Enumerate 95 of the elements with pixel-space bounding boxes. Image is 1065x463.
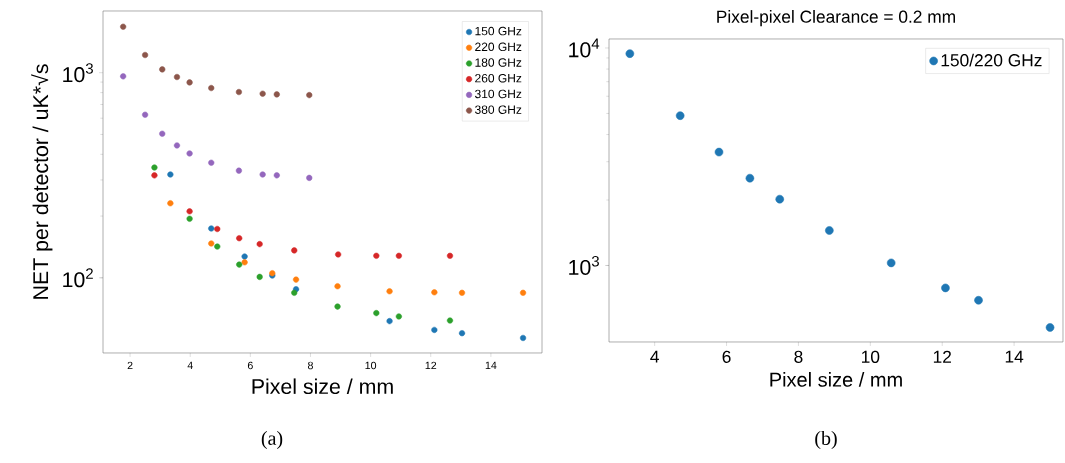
point: [519, 289, 527, 296]
x-tick-label: 6: [722, 350, 731, 363]
point: [335, 251, 342, 258]
x-axis-title: Pixel size / mm: [770, 372, 902, 387]
point: [446, 252, 454, 259]
point: [714, 147, 724, 157]
point: [151, 164, 158, 171]
point: [186, 215, 193, 222]
point: [675, 111, 685, 120]
x-tick-label: 14: [1005, 350, 1024, 363]
point: [208, 225, 215, 232]
point: [458, 330, 466, 337]
point: [334, 283, 341, 290]
point: [775, 194, 785, 204]
x-tick-label: 14: [485, 361, 497, 370]
point: [1045, 323, 1055, 332]
point: [446, 317, 454, 324]
point: [386, 318, 393, 325]
point: [186, 79, 193, 86]
y-tick-label: 10$^{2}$: [63, 268, 93, 288]
legend-label: 260 GHz: [475, 73, 522, 83]
x-tick-label: 4: [187, 361, 193, 370]
point: [373, 310, 380, 317]
x-tick-label: 12: [425, 361, 437, 370]
point: [519, 334, 527, 342]
point: [159, 66, 166, 73]
point: [208, 159, 215, 166]
x-tick-label: 2: [127, 361, 133, 370]
point: [167, 200, 174, 207]
point: [291, 247, 298, 254]
point: [941, 283, 950, 293]
chart-title: Pixel-pixel Clearance = 0.2 mm: [717, 10, 955, 27]
y-tick-label: 10$^{3}$: [569, 255, 599, 275]
legend-label: 380 GHz: [475, 105, 522, 114]
point: [256, 241, 263, 248]
y-axis-title: NET per detector / uK*√s: [31, 64, 53, 299]
point: [625, 49, 635, 58]
point: [886, 258, 896, 268]
point: [214, 243, 221, 250]
point: [142, 111, 149, 118]
point: [208, 240, 215, 247]
point: [373, 252, 380, 259]
y-tick-label: 10$^{3}$: [63, 63, 93, 83]
point: [259, 171, 266, 178]
y-tick-label: 10$^{4}$: [569, 38, 600, 58]
legend-label: 220 GHz: [475, 42, 522, 52]
x-tick-label: 8: [307, 361, 313, 370]
text: (b): [815, 430, 837, 450]
point: [395, 252, 402, 259]
point: [386, 288, 393, 295]
point: [235, 167, 242, 174]
x-tick-label: 8: [794, 350, 803, 363]
point: [273, 172, 280, 179]
point: [186, 208, 193, 215]
point: [334, 303, 341, 310]
point: [235, 88, 242, 96]
point: [241, 253, 248, 260]
point: [292, 276, 300, 283]
point: [167, 171, 174, 178]
point: [120, 23, 127, 30]
point: [159, 130, 166, 137]
point: [259, 90, 266, 97]
legend-label: 150/220 GHz: [941, 53, 1042, 67]
legend-label: 180 GHz: [475, 58, 522, 67]
point: [306, 174, 313, 181]
point: [214, 225, 221, 233]
point: [395, 313, 402, 320]
point: [256, 273, 263, 280]
point: [173, 142, 181, 149]
legend-label: 150 GHz: [475, 26, 522, 36]
x-tick-label: 10: [862, 350, 880, 363]
text: (a): [261, 430, 283, 450]
point: [236, 235, 243, 242]
x-tick-label: 6: [247, 361, 253, 370]
point: [186, 150, 193, 157]
point: [745, 173, 755, 183]
point: [173, 73, 181, 81]
point: [236, 261, 243, 268]
point: [825, 226, 834, 235]
point: [431, 326, 438, 333]
point: [273, 91, 280, 98]
point: [151, 172, 158, 179]
x-tick-label: 10: [365, 361, 377, 370]
point: [431, 289, 438, 296]
x-tick-label: 12: [933, 350, 951, 363]
legend-label: 310 GHz: [475, 89, 522, 99]
point: [208, 84, 215, 92]
point: [142, 51, 149, 59]
x-axis-title: Pixel size / mm: [252, 378, 393, 395]
point: [458, 289, 466, 296]
x-tick-label: 4: [650, 350, 659, 363]
point: [974, 296, 983, 305]
point: [241, 259, 248, 266]
point: [306, 92, 313, 99]
point: [120, 73, 127, 80]
